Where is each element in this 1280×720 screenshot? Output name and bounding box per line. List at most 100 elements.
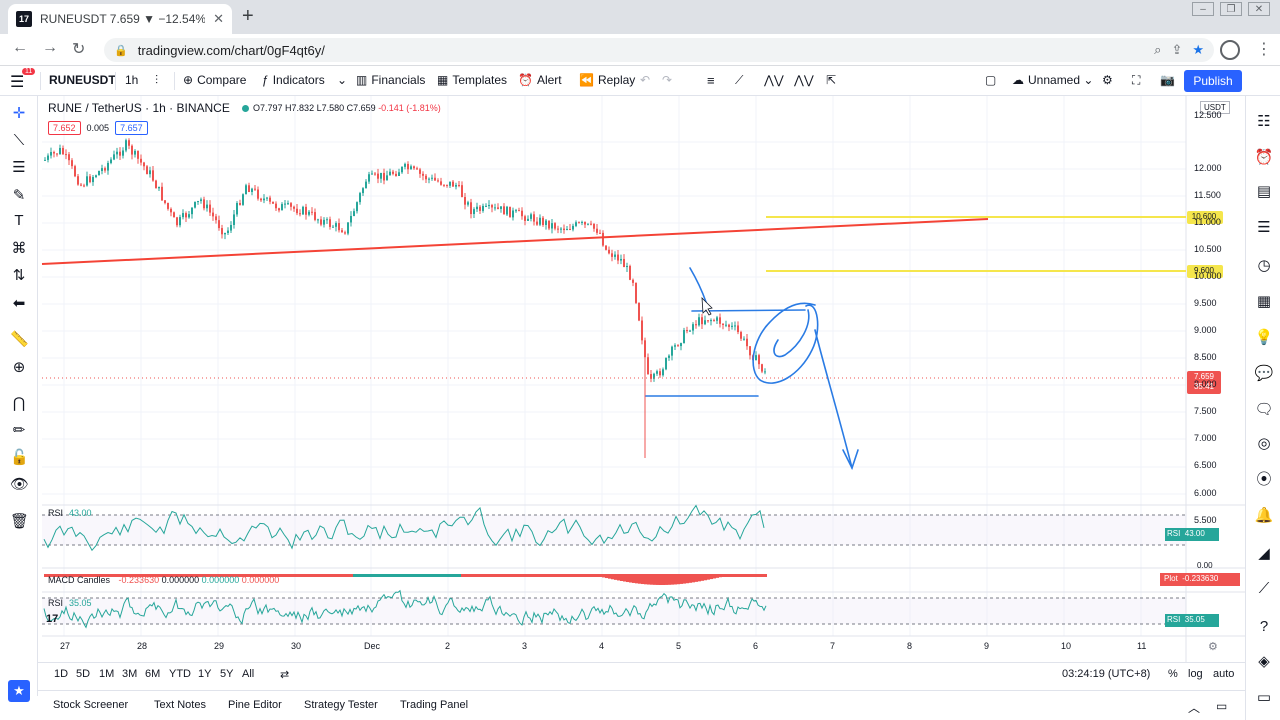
alert-button[interactable]: ⏰ Alert <box>518 73 562 87</box>
browser-menu-icon[interactable]: ⋮ <box>1256 41 1272 58</box>
forward-icon[interactable]: → <box>42 39 58 56</box>
data-window-icon[interactable]: ▤ <box>1256 183 1272 200</box>
freehand-drawings[interactable] <box>645 267 859 471</box>
fullscreen-icon[interactable]: ⛶ <box>1132 73 1141 87</box>
buy-button[interactable]: 7.657 <box>115 121 148 135</box>
arrow-stroke-drawing[interactable] <box>689 267 707 303</box>
timezone-clock[interactable]: 03:24:19 (UTC+8) <box>1062 668 1151 680</box>
horizontal-lines-icon[interactable]: ☰ <box>12 159 26 176</box>
collapse-panel-icon[interactable]: ︿ <box>1188 701 1201 715</box>
crosshair-icon[interactable]: ✛ <box>12 105 26 122</box>
camera-icon[interactable]: 📷 <box>1160 73 1175 87</box>
magnet-icon[interactable]: ⋂ <box>12 395 26 412</box>
drawing-tool-2-icon[interactable]: ⋀⋁ <box>764 73 784 87</box>
lock-icon[interactable]: 🔒 <box>114 44 128 57</box>
omnibox[interactable]: 🔒 tradingview.com/chart/0gF4qt6y/ ⌕ ⇪ ★ <box>104 38 1214 62</box>
time-axis-settings-icon[interactable]: ⚙ <box>1208 641 1218 653</box>
publish-button[interactable]: Publish <box>1184 70 1242 92</box>
undo-icon[interactable]: ↶ <box>640 73 651 87</box>
sell-button[interactable]: 7.652 <box>48 121 81 135</box>
hotlist-icon[interactable]: ☰ <box>1257 219 1271 236</box>
reload-icon[interactable]: ↻ <box>72 41 86 58</box>
inner-swirl-drawing[interactable] <box>773 309 810 358</box>
range-button-5y[interactable]: 5Y <box>220 668 234 680</box>
redo-icon[interactable]: ↷ <box>662 73 673 87</box>
bottom-tab-trading-panel[interactable]: Trading Panel <box>400 699 469 711</box>
currency-label[interactable]: USDT <box>1200 101 1230 114</box>
browser-tab[interactable]: 17 RUNEUSDT 7.659 ▼ −12.54% Un ✕ <box>8 4 232 34</box>
bottom-tab-pine-editor[interactable]: Pine Editor <box>228 699 282 711</box>
top-line-drawing[interactable] <box>691 309 806 312</box>
back-icon[interactable]: ← <box>12 39 28 56</box>
grid-calendar-icon[interactable]: ▦ <box>1256 293 1272 310</box>
rsi2-title[interactable]: RSI 35.05 <box>48 598 92 608</box>
settings-gear-icon[interactable]: ⚙ <box>1102 73 1113 87</box>
layout-square-icon[interactable]: ▢ <box>985 73 997 87</box>
range-button-1d[interactable]: 1D <box>54 668 69 680</box>
profile-avatar[interactable] <box>1220 40 1240 60</box>
chat-icon[interactable]: 💬 <box>1254 365 1274 382</box>
layers-icon[interactable]: ◈ <box>1258 653 1270 670</box>
watchlist-icon[interactable]: ☷ <box>1257 113 1271 130</box>
replay-button[interactable]: ⏪ Replay <box>579 73 635 87</box>
order-panel-icon[interactable]: ◢ <box>1258 545 1270 562</box>
bottom-tab-stock-screener[interactable]: Stock Screener <box>53 699 129 711</box>
range-button-6m[interactable]: 6M <box>145 668 161 680</box>
restore-icon[interactable]: ❐ <box>1220 2 1242 16</box>
down-arrowhead-drawing[interactable] <box>842 449 859 471</box>
bottom-tab-strategy-tester[interactable]: Strategy Tester <box>304 699 378 711</box>
chart-type-icon[interactable]: ⫶ <box>155 73 159 87</box>
favorites-star-icon[interactable]: ★ <box>8 680 30 702</box>
range-button-1y[interactable]: 1Y <box>198 668 212 680</box>
auto-scale-button[interactable]: auto <box>1213 668 1235 680</box>
rsi1-title[interactable]: RSI 43.00 <box>48 508 92 518</box>
trash-icon[interactable]: 🗑 <box>10 513 30 530</box>
symbol-title[interactable]: RUNE / TetherUS · 1h · BINANCE <box>48 101 230 115</box>
trend-line-icon[interactable]: ⟍ <box>13 132 25 149</box>
financials-button[interactable]: ▥ Financials <box>356 73 425 87</box>
lock-icon[interactable]: 🔓 <box>10 449 29 466</box>
broadcast-icon[interactable]: ⦿ <box>1256 471 1272 488</box>
main-menu-icon[interactable]: ☰ 11 <box>10 68 36 92</box>
trend-line[interactable] <box>41 218 989 265</box>
close-window-icon[interactable]: ✕ <box>1248 2 1270 16</box>
range-button-1m[interactable]: 1M <box>99 668 115 680</box>
depth-of-market-icon[interactable]: ⟋ <box>1258 580 1270 597</box>
zoom-in-icon[interactable]: ⊕ <box>12 359 26 376</box>
zoom-icon[interactable]: ⌕ <box>1154 42 1162 57</box>
back-arrow-icon[interactable]: ⬅ <box>12 295 26 312</box>
indicators-button[interactable]: ƒ Indicators <box>262 73 325 87</box>
range-button-3m[interactable]: 3M <box>122 668 138 680</box>
layout-menu-button[interactable]: ☁ Unnamed ⌄ <box>1012 73 1094 87</box>
compare-button[interactable]: ⊕ Compare <box>183 73 246 87</box>
lock-drawing-icon[interactable]: ✏ <box>12 422 26 439</box>
cursor-tool-icon[interactable]: ⇱ <box>826 73 837 87</box>
ideas-lightbulb-icon[interactable]: 💡 <box>1254 329 1274 346</box>
indicators-dropdown-icon[interactable]: ⌄ <box>337 73 348 87</box>
brush-icon[interactable]: ✎ <box>12 187 26 204</box>
bookmark-star-icon[interactable]: ★ <box>1192 42 1204 57</box>
close-tab-icon[interactable]: ✕ <box>213 11 224 26</box>
goto-date-icon[interactable]: ⇄ <box>280 669 290 681</box>
symbol-search-button[interactable]: RUNEUSDT <box>49 73 116 87</box>
drawing-tool-1-icon[interactable]: ⟋ <box>735 73 744 87</box>
range-button-all[interactable]: All <box>242 668 255 680</box>
range-button-5d[interactable]: 5D <box>76 668 91 680</box>
pattern-icon[interactable]: ⌘ <box>11 240 27 257</box>
macd-title[interactable]: MACD Candles -0.233630 0.000000 0.000000… <box>48 575 279 585</box>
chart-legend[interactable]: RUNE / TetherUS · 1h · BINANCE <box>48 101 249 115</box>
range-button-ytd[interactable]: YTD <box>169 668 191 680</box>
widget-panel-icon[interactable]: ▭ <box>1256 689 1272 706</box>
streams-icon[interactable]: ◎ <box>1257 435 1271 452</box>
bottom-tab-text-notes[interactable]: Text Notes <box>154 699 206 711</box>
down-arrow-drawing[interactable] <box>814 329 853 469</box>
share-icon[interactable]: ⇪ <box>1171 42 1183 57</box>
maximize-panel-icon[interactable]: ▭ <box>1216 699 1228 713</box>
drawing-tool-3-icon[interactable]: ⋀⋁ <box>794 73 814 87</box>
chat-bubble-icon[interactable]: 🗨 <box>1254 401 1274 418</box>
help-icon[interactable]: ? <box>1259 618 1269 635</box>
templates-button[interactable]: ▦ Templates <box>437 73 507 87</box>
url-text[interactable]: tradingview.com/chart/0gF4qt6y/ <box>137 42 325 58</box>
minimize-icon[interactable]: – <box>1192 2 1214 16</box>
